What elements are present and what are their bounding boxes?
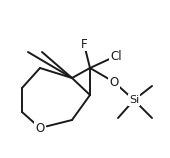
Text: O: O xyxy=(109,76,119,88)
Text: Si: Si xyxy=(129,95,139,105)
Text: Cl: Cl xyxy=(110,49,122,63)
Text: O: O xyxy=(35,122,45,134)
Text: F: F xyxy=(81,37,87,51)
